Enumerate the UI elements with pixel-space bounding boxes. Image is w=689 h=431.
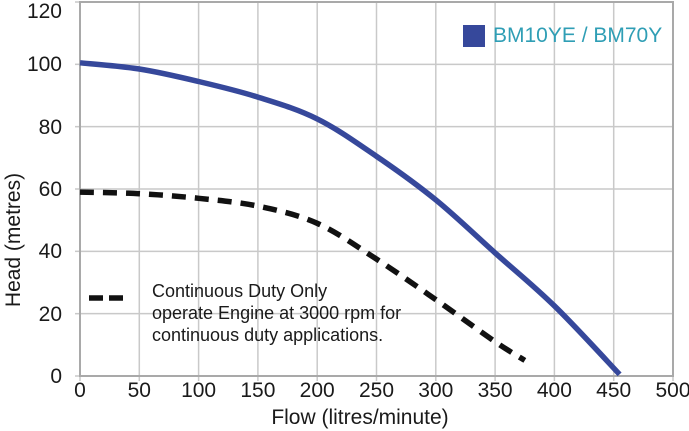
annotation: Continuous Duty Only operate Engine at 3… <box>152 280 401 346</box>
y-axis-title: Head (metres) <box>2 172 25 308</box>
y-tick-label: 80 <box>38 115 62 139</box>
legend: BM10YE / BM70Y <box>463 24 662 48</box>
annotation-line: Continuous Duty Only <box>152 281 328 301</box>
x-axis-title: Flow (litres/minute) <box>271 406 449 429</box>
legend-label: BM10YE / BM70Y <box>493 24 663 47</box>
y-tick-label: 100 <box>26 53 62 77</box>
x-tick-label: 50 <box>127 379 151 402</box>
y-tick-label: 60 <box>38 178 62 201</box>
annotation-line: continuous duty applications. <box>152 325 384 345</box>
x-tick-label: 200 <box>299 379 335 402</box>
x-tick-label: 500 <box>655 379 689 402</box>
legend-swatch-icon <box>463 25 485 47</box>
dashed-line-sample-icon <box>89 295 127 301</box>
x-tick-label: 100 <box>181 379 217 402</box>
y-tick-label: 0 <box>50 365 62 388</box>
plot-frame <box>79 1 674 377</box>
x-tick-label: 400 <box>536 379 572 402</box>
x-tick-label: 0 <box>74 379 86 402</box>
y-tick-label: 120 <box>26 0 62 23</box>
series-curve-bm10ye-bm70y <box>79 60 622 377</box>
x-tick-label: 350 <box>477 379 513 402</box>
annotation-line: operate Engine at 3000 rpm for <box>152 303 402 323</box>
y-tick-label: 20 <box>38 302 62 326</box>
x-tick-label: 150 <box>240 379 276 402</box>
x-tick-label: 300 <box>418 379 454 402</box>
y-tick-label: 40 <box>38 240 62 264</box>
x-tick-label: 250 <box>358 379 395 402</box>
x-tick-label: 450 <box>596 379 632 402</box>
series-curve-continuous-duty <box>79 189 527 363</box>
